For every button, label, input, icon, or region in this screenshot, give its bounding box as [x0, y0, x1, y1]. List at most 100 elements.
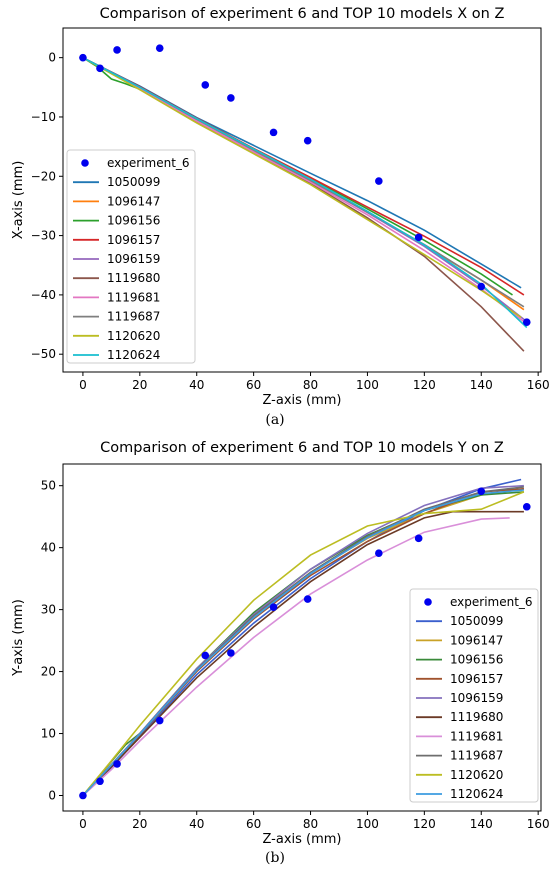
y-tick-label: 10	[41, 727, 56, 741]
experiment-point	[375, 177, 383, 185]
legend-label-1120620: 1120620	[450, 768, 503, 782]
experiment-point	[113, 46, 121, 54]
chart-a: Comparison of experiment 6 and TOP 10 mo…	[11, 6, 550, 428]
legend-label-1119681: 1119681	[450, 729, 503, 743]
plot-frame	[62, 463, 542, 812]
y-tick-label: −30	[31, 229, 56, 243]
legend-label-1119687: 1119687	[107, 310, 160, 324]
legend-label-1096157: 1096157	[450, 672, 503, 686]
x-tick-label: 40	[189, 378, 204, 392]
legend: experiment_6 1050099 1096147 1096156 1096157…	[409, 588, 539, 803]
experiment-point	[155, 44, 164, 52]
experiment-point	[201, 651, 210, 660]
series-line-1120620	[82, 57, 522, 319]
x-tick-label: 0	[79, 817, 87, 831]
experiment-point	[201, 81, 210, 89]
experiment-point	[375, 549, 383, 558]
legend-label-1119681: 1119681	[107, 290, 160, 304]
experiment-point	[477, 282, 486, 291]
legend-label-1120624: 1120624	[450, 787, 503, 801]
x-tick-label: 140	[470, 378, 493, 392]
legend-box	[66, 149, 196, 364]
y-tick-label: 0	[48, 51, 56, 65]
experiment-point	[113, 760, 121, 768]
experiment-point	[522, 318, 531, 326]
legend: experiment_6 1050099 1096147 1096156 1096157…	[66, 149, 196, 364]
chart-title: Comparison of experiment 6 and TOP 10 mo…	[100, 6, 505, 22]
x-tick-label: 80	[303, 817, 318, 831]
series-line-1120624	[82, 56, 528, 329]
x-tick-label: 100	[356, 378, 379, 392]
x-axis-label: Z-axis (mm)	[262, 393, 341, 408]
legend-label-1119680: 1119680	[107, 271, 160, 285]
figure-caption: (a)	[265, 412, 284, 428]
x-tick-label: 60	[246, 378, 261, 392]
legend-label-1119680: 1119680	[450, 710, 503, 724]
series-line-1119681	[82, 56, 525, 323]
experiment-point	[227, 649, 235, 657]
legend-label-1096156: 1096156	[107, 214, 160, 228]
x-tick-label: 80	[303, 378, 318, 392]
y-tick-label: −50	[31, 347, 56, 361]
experiment-point	[522, 502, 531, 511]
legend-label-1050099: 1050099	[107, 175, 160, 189]
plot-frame	[62, 27, 542, 373]
legend-label-1096159: 1096159	[450, 691, 503, 705]
x-tick-label: 160	[527, 378, 550, 392]
x-tick-label: 60	[246, 817, 261, 831]
x-tick-label: 100	[356, 817, 379, 831]
x-tick-label: 40	[189, 817, 204, 831]
x-tick-label: 160	[527, 817, 550, 831]
legend-marker-experiment	[424, 598, 432, 606]
legend-label-experiment: experiment_6	[107, 156, 190, 170]
experiment-point	[79, 791, 87, 800]
chart-title: Comparison of experiment 6 and TOP 10 mo…	[100, 440, 504, 456]
experiment-point	[96, 64, 104, 73]
x-tick-label: 20	[132, 817, 147, 831]
legend-box	[409, 588, 539, 803]
legend-label-1096147: 1096147	[107, 194, 160, 208]
y-axis-label: X-axis (mm)	[11, 161, 26, 240]
y-tick-label: 0	[48, 789, 56, 803]
legend-label-1120620: 1120620	[107, 329, 160, 343]
legend-label-1096159: 1096159	[107, 252, 160, 266]
experiment-point	[303, 136, 312, 145]
legend-label-1120624: 1120624	[107, 348, 160, 362]
x-tick-label: 20	[132, 378, 147, 392]
legend-label-1096147: 1096147	[450, 633, 503, 647]
experiment-point	[79, 53, 87, 62]
y-tick-label: 20	[41, 665, 56, 679]
x-tick-label: 140	[470, 817, 493, 831]
experiment-point	[227, 94, 235, 102]
experiment-point	[269, 128, 278, 137]
experiment-point	[155, 716, 164, 725]
x-axis-label: Z-axis (mm)	[262, 832, 341, 847]
legend-marker-experiment	[81, 159, 89, 167]
legend-label-1050099: 1050099	[450, 614, 503, 628]
x-tick-label: 0	[79, 378, 87, 392]
x-tick-label: 120	[413, 817, 436, 831]
figure-caption: (b)	[265, 850, 285, 866]
experiment-point	[414, 233, 423, 242]
y-tick-label: −10	[31, 110, 56, 124]
experiment-point	[414, 534, 423, 543]
y-tick-label: 40	[41, 541, 56, 555]
y-tick-label: 30	[41, 603, 56, 617]
series-line-1119680	[82, 510, 524, 797]
experiment-point	[477, 487, 486, 496]
experiment-point	[96, 777, 104, 786]
legend-label-1096157: 1096157	[107, 233, 160, 247]
legend-label-1119687: 1119687	[450, 749, 503, 763]
x-tick-label: 120	[413, 378, 436, 392]
series-line-1119681	[82, 517, 510, 797]
y-tick-label: −40	[31, 288, 56, 302]
y-tick-label: −20	[31, 169, 56, 183]
experiment-point	[269, 603, 278, 611]
series-line-1120624	[82, 489, 524, 797]
y-axis-label: Y-axis (mm)	[11, 599, 26, 677]
legend-label-experiment: experiment_6	[450, 595, 533, 609]
y-tick-label: 50	[41, 479, 56, 493]
series-line-1120620	[82, 491, 525, 797]
experiment-point	[303, 595, 312, 603]
